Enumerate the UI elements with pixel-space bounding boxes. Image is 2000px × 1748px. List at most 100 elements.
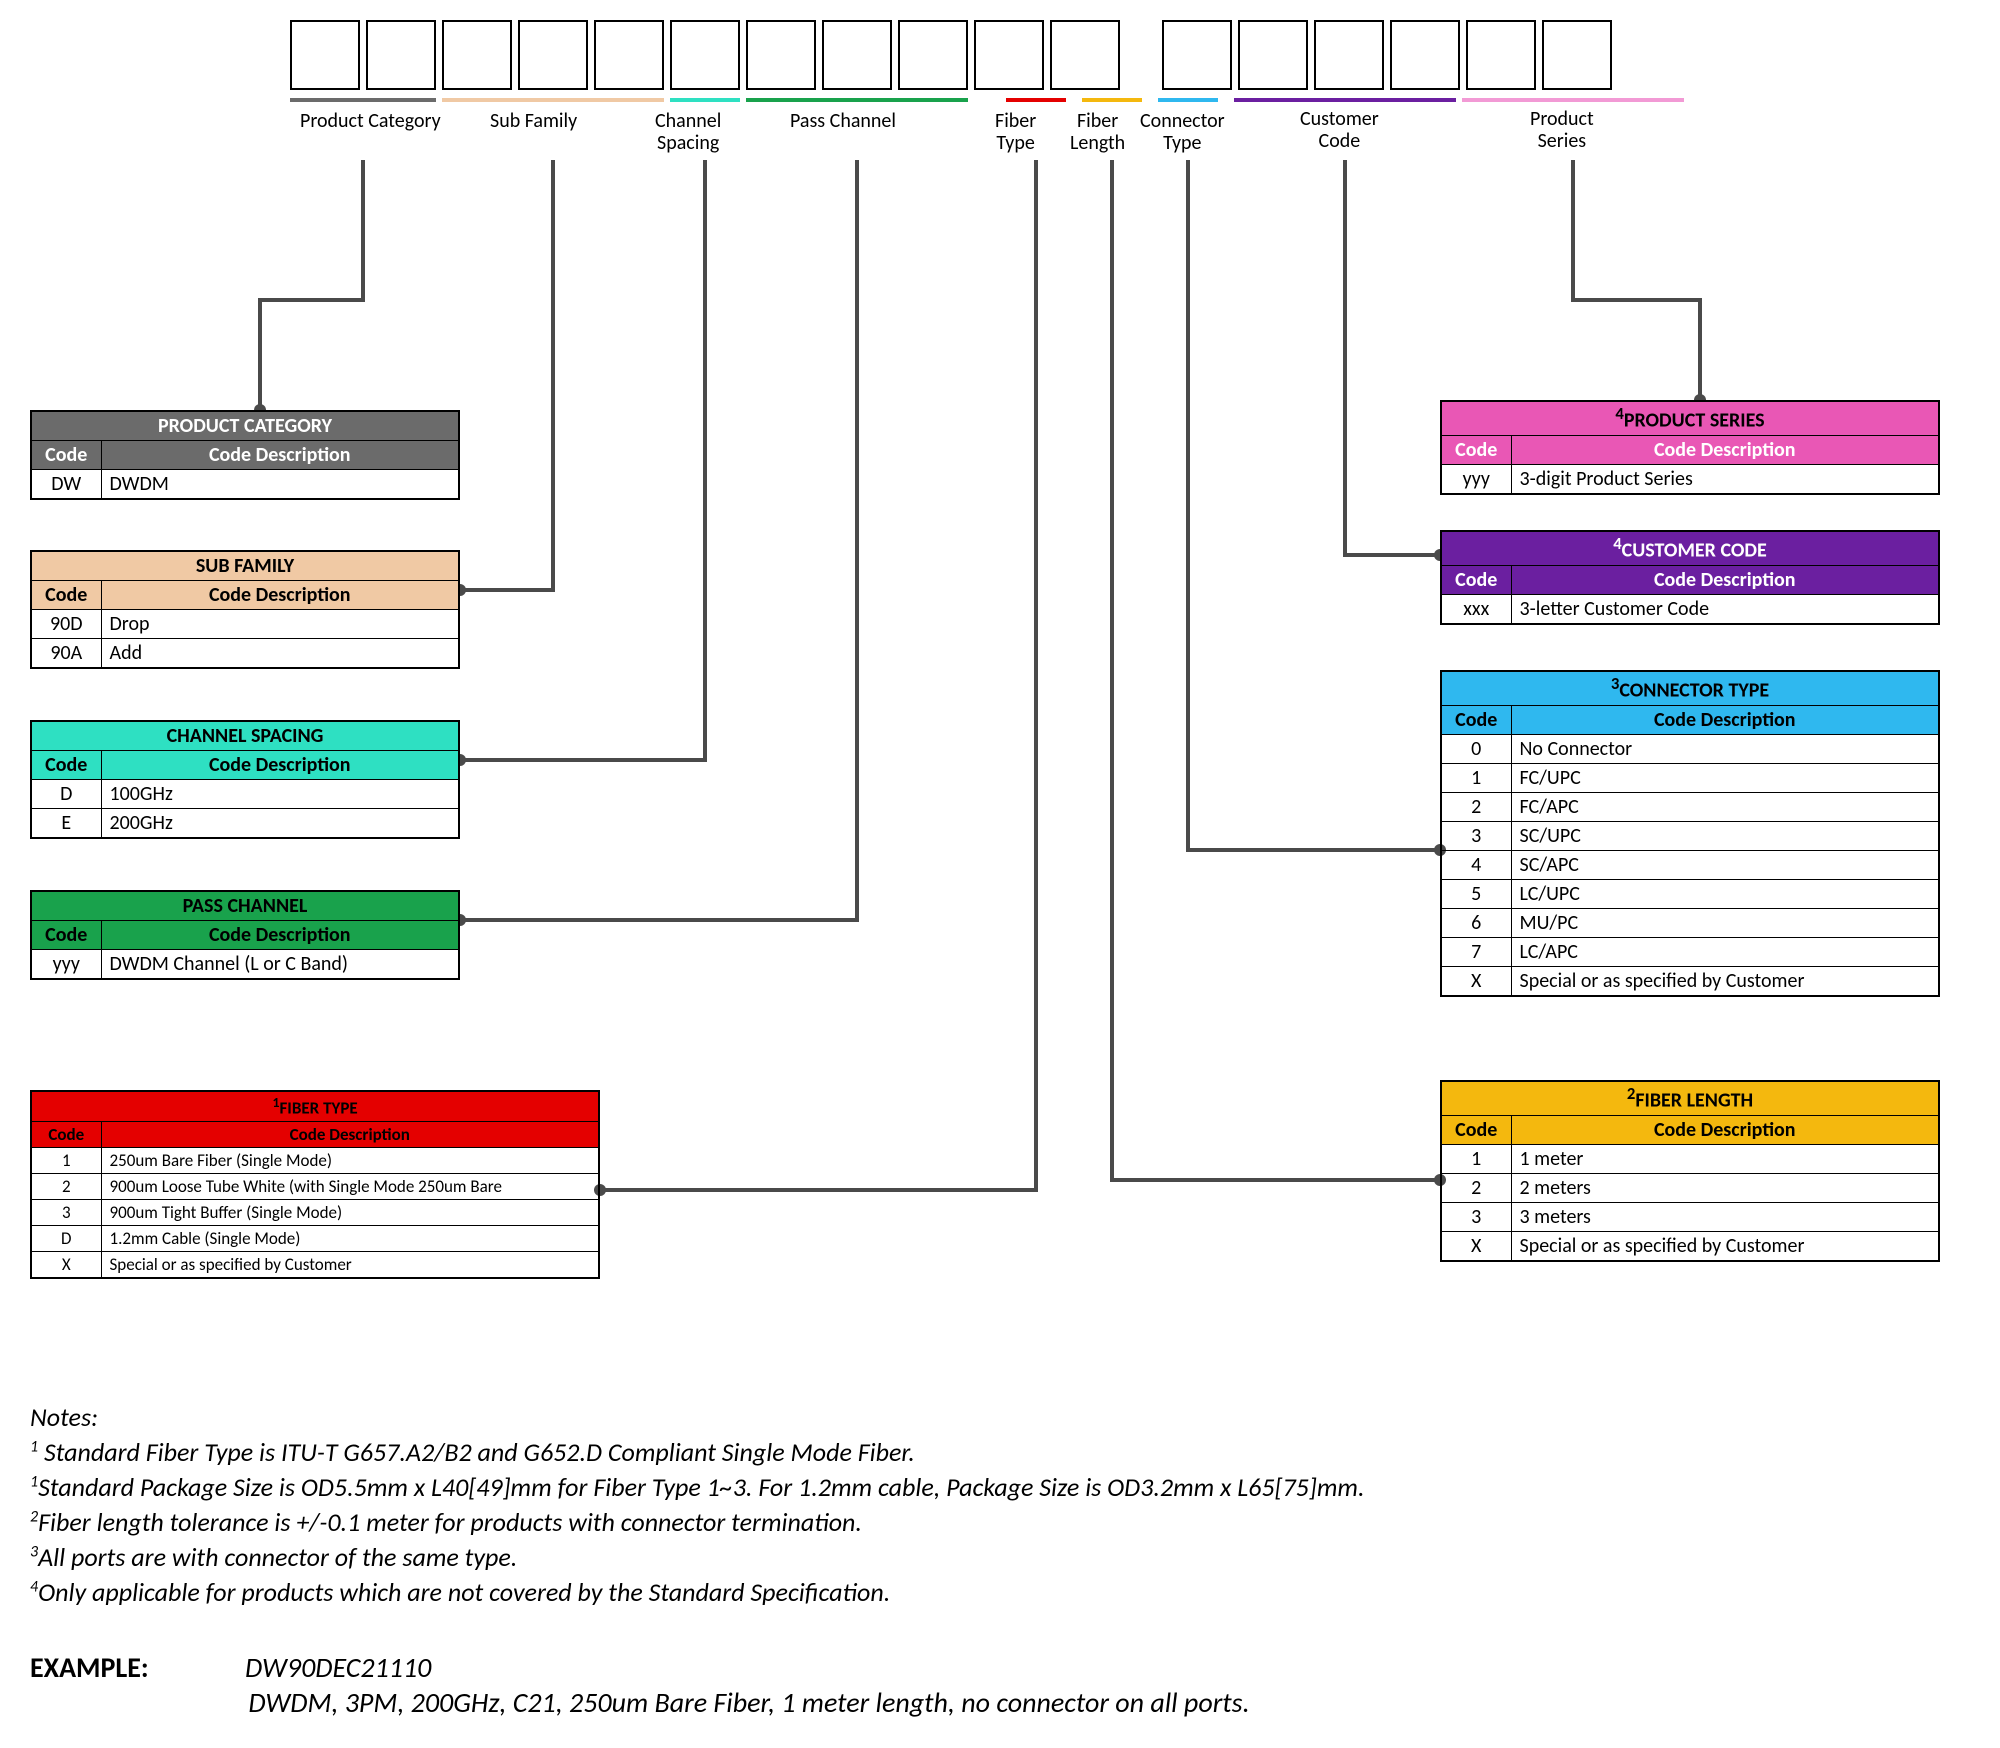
fiber-type-underline — [1006, 98, 1066, 102]
table-row: 11 meter — [1441, 1144, 1939, 1173]
table-row: 6MU/PC — [1441, 908, 1939, 937]
customer-code-underline — [1234, 98, 1456, 102]
code-cell: 0 — [1441, 734, 1511, 763]
example-section: EXAMPLE: DW90DEC21110 DWDM, 3PM, 200GHz,… — [30, 1650, 1250, 1720]
code-box-row — [290, 20, 1612, 90]
table-title: 3CONNECTOR TYPE — [1441, 671, 1939, 705]
col-header: Code — [1441, 435, 1511, 464]
code-cell: 6 — [1441, 908, 1511, 937]
note-line: 1 Standard Fiber Type is ITU-T G657.A2/B… — [30, 1435, 1365, 1470]
col-header: Code — [1441, 565, 1511, 594]
table-row: E200GHz — [31, 809, 459, 839]
code-box — [822, 20, 892, 90]
table-row: 7LC/APC — [1441, 937, 1939, 966]
code-cell: 3 — [31, 1199, 101, 1225]
desc-cell: Special or as specified by Customer — [101, 1251, 599, 1278]
code-cell: 1 — [31, 1147, 101, 1173]
table-title: 4PRODUCT SERIES — [1441, 401, 1939, 435]
col-header: Code Description — [101, 751, 459, 780]
note-line: 1Standard Package Size is OD5.5mm x L40[… — [30, 1470, 1365, 1505]
code-cell: X — [1441, 966, 1511, 996]
code-cell: 3 — [1441, 821, 1511, 850]
code-box — [1314, 20, 1384, 90]
table-connector-type: 3CONNECTOR TYPECodeCode Description0No C… — [1440, 670, 1940, 997]
table-row: 5LC/UPC — [1441, 879, 1939, 908]
desc-cell: Special or as specified by Customer — [1511, 966, 1939, 996]
table-title: CHANNEL SPACING — [31, 721, 459, 751]
code-box — [1390, 20, 1460, 90]
code-cell: 90A — [31, 639, 101, 669]
col-header: Code — [31, 1121, 101, 1147]
table-row: 22 meters — [1441, 1173, 1939, 1202]
connector-type-underline — [1158, 98, 1218, 102]
table-row: xxx3-letter Customer Code — [1441, 594, 1939, 624]
desc-cell: LC/UPC — [1511, 879, 1939, 908]
desc-cell: Special or as specified by Customer — [1511, 1231, 1939, 1261]
table-title: 4CUSTOMER CODE — [1441, 531, 1939, 565]
table-row: XSpecial or as specified by Customer — [1441, 1231, 1939, 1261]
code-cell: 5 — [1441, 879, 1511, 908]
code-cell: 3 — [1441, 1202, 1511, 1231]
code-box — [442, 20, 512, 90]
table-row: 4SC/APC — [1441, 850, 1939, 879]
desc-cell: SC/APC — [1511, 850, 1939, 879]
col-header: Code Description — [101, 581, 459, 610]
code-box — [974, 20, 1044, 90]
desc-cell: DWDM — [101, 470, 459, 500]
desc-cell: 250um Bare Fiber (Single Mode) — [101, 1147, 599, 1173]
table-row: DWDWDM — [31, 470, 459, 500]
table-row: 90AAdd — [31, 639, 459, 669]
desc-cell: Add — [101, 639, 459, 669]
table-product-series: 4PRODUCT SERIESCodeCode Descriptionyyy3-… — [1440, 400, 1940, 495]
desc-cell: 3-letter Customer Code — [1511, 594, 1939, 624]
code-cell: D — [31, 1225, 101, 1251]
example-code: DW90DEC21110 — [245, 1650, 431, 1685]
code-box — [1542, 20, 1612, 90]
table-customer-code: 4CUSTOMER CODECodeCode Descriptionxxx3-l… — [1440, 530, 1940, 625]
table-row: yyyDWDM Channel (L or C Band) — [31, 950, 459, 980]
col-header: Code Description — [1511, 565, 1939, 594]
example-label: EXAMPLE: — [30, 1650, 149, 1685]
note-line: 3All ports are with connector of the sam… — [30, 1540, 1365, 1575]
sub-family-label: Sub Family — [490, 110, 577, 132]
code-cell: X — [1441, 1231, 1511, 1261]
desc-cell: 3-digit Product Series — [1511, 464, 1939, 494]
product-category-underline — [290, 98, 436, 102]
note-line: 4Only applicable for products which are … — [30, 1575, 1365, 1610]
code-cell: E — [31, 809, 101, 839]
table-row: 3SC/UPC — [1441, 821, 1939, 850]
table-pass-channel: PASS CHANNELCodeCode DescriptionyyyDWDM … — [30, 890, 460, 980]
table-title: 1FIBER TYPE — [31, 1091, 599, 1121]
desc-cell: FC/UPC — [1511, 763, 1939, 792]
table-row: XSpecial or as specified by Customer — [31, 1251, 599, 1278]
table-row: 0No Connector — [1441, 734, 1939, 763]
code-cell: 1 — [1441, 763, 1511, 792]
desc-cell: 100GHz — [101, 780, 459, 809]
code-box — [290, 20, 360, 90]
desc-cell: No Connector — [1511, 734, 1939, 763]
code-cell: D — [31, 780, 101, 809]
code-cell: xxx — [1441, 594, 1511, 624]
pass-channel-label: Pass Channel — [790, 110, 896, 132]
product-series-label: ProductSeries — [1530, 108, 1594, 152]
desc-cell: 900um Loose Tube White (with Single Mode… — [101, 1173, 599, 1199]
fiber-length-label: FiberLength — [1070, 110, 1125, 154]
col-header: Code Description — [101, 1121, 599, 1147]
desc-cell: 1.2mm Cable (Single Mode) — [101, 1225, 599, 1251]
col-header: Code Description — [1511, 705, 1939, 734]
desc-cell: FC/APC — [1511, 792, 1939, 821]
code-cell: DW — [31, 470, 101, 500]
table-row: D1.2mm Cable (Single Mode) — [31, 1225, 599, 1251]
code-cell: 7 — [1441, 937, 1511, 966]
code-box — [518, 20, 588, 90]
table-row: 33 meters — [1441, 1202, 1939, 1231]
desc-cell: SC/UPC — [1511, 821, 1939, 850]
col-header: Code Description — [101, 921, 459, 950]
col-header: Code Description — [1511, 435, 1939, 464]
desc-cell: 3 meters — [1511, 1202, 1939, 1231]
col-header: Code Description — [1511, 1115, 1939, 1144]
desc-cell: Drop — [101, 610, 459, 639]
channel-spacing-underline — [670, 98, 740, 102]
table-title: 2FIBER LENGTH — [1441, 1081, 1939, 1115]
table-row: 1FC/UPC — [1441, 763, 1939, 792]
